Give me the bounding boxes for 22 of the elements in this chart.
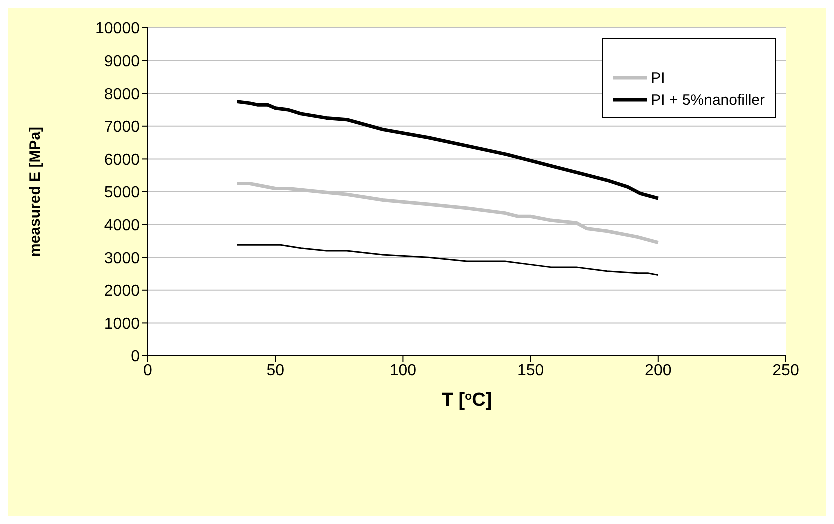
- x-tick-label: 250: [772, 362, 800, 380]
- x-tick-label: 50: [266, 362, 285, 380]
- x-tick-label: 200: [645, 362, 672, 380]
- y-tick-label: 10000: [96, 20, 140, 38]
- line-series: [236, 244, 660, 276]
- y-tick-label: 0: [131, 348, 140, 366]
- x-tick-label: 0: [144, 362, 153, 380]
- y-tick-label: 8000: [104, 86, 140, 104]
- x-tick-label: 100: [390, 362, 417, 380]
- y-axis-title: measured E [MPa]: [27, 126, 44, 258]
- x-tick-label: 150: [517, 362, 544, 380]
- y-tick-label: 6000: [104, 152, 140, 169]
- y-tick-label: 5000: [104, 184, 140, 202]
- y-tick-label: 3000: [104, 250, 140, 268]
- y-tick-label: 4000: [104, 217, 140, 234]
- legend-label: PI: [651, 70, 666, 86]
- x-axis-title: T [$^{o}$C]: [442, 390, 492, 411]
- y-tick-label: 9000: [104, 53, 140, 70]
- legend-label: PI + 5%nanofiller: [651, 92, 765, 108]
- y-tick-label: 7000: [104, 119, 140, 136]
- y-tick-label: 2000: [104, 283, 140, 300]
- y-tick-label: 1000: [104, 316, 140, 333]
